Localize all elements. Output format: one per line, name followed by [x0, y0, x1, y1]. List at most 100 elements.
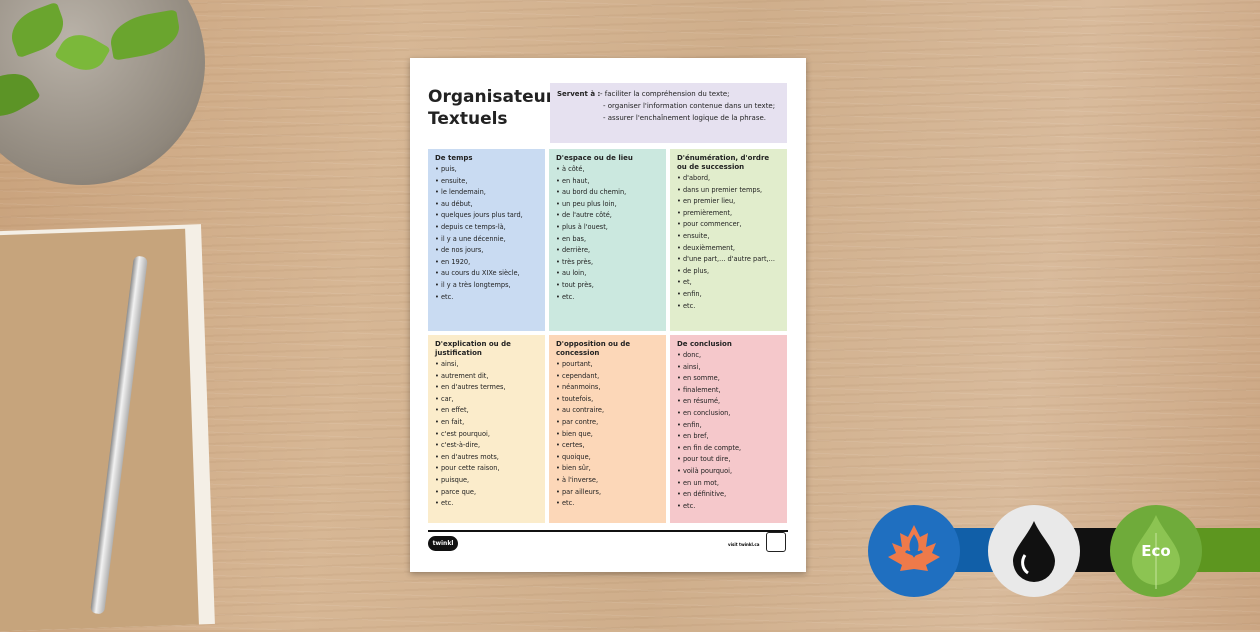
connector-item: • en d'autres termes, — [435, 382, 538, 394]
connector-item: • voilà pourquoi, — [677, 466, 780, 478]
connector-item: • puis, — [435, 164, 538, 176]
connector-text: bien que, — [562, 429, 593, 438]
bullet-icon: • — [677, 432, 683, 441]
connector-item: • en effet, — [435, 405, 538, 417]
bullet-icon: • — [556, 487, 562, 496]
eco-label: Eco — [1141, 542, 1171, 560]
category-box: D'énumération, d'ordre ou de succession •… — [670, 149, 787, 331]
connector-item: • enfin, — [677, 420, 780, 432]
connector-text: enfin, — [683, 289, 702, 298]
connector-text: il y a très longtemps, — [441, 280, 511, 289]
connector-item: • en fait, — [435, 417, 538, 429]
connector-item: • à côté, — [556, 164, 659, 176]
visit-link: visit twinkl.ca — [728, 542, 760, 547]
bullet-icon: • — [677, 478, 683, 487]
connector-item: • en un mot, — [677, 478, 780, 490]
connector-text: ainsi, — [683, 362, 701, 371]
bullet-icon: • — [556, 234, 562, 243]
footer-divider — [428, 530, 788, 532]
connector-item: • ainsi, — [677, 362, 780, 374]
connector-item: • c'est-à-dire, — [435, 440, 538, 452]
connector-text: donc, — [683, 351, 702, 359]
connector-text: en 1920, — [441, 257, 471, 266]
bullet-icon: • — [556, 371, 562, 380]
bullet-icon: • — [677, 231, 683, 240]
connector-text: de plus, — [683, 266, 710, 275]
bullet-icon: • — [677, 443, 683, 452]
connector-text: derrière, — [562, 246, 591, 255]
quebec-maple-badge — [868, 505, 960, 597]
connector-text: pourtant, — [562, 360, 593, 368]
connector-text: puis, — [441, 165, 457, 173]
connector-item: • toutefois, — [556, 394, 659, 406]
connector-text: pour tout dire, — [683, 455, 731, 464]
connector-item: • au contraire, — [556, 405, 659, 417]
connector-item: • en bref, — [677, 431, 780, 443]
bullet-icon: • — [435, 452, 441, 461]
bullet-icon: • — [677, 301, 683, 310]
connector-item: • quelques jours plus tard, — [435, 210, 538, 222]
connector-text: en bas, — [562, 234, 587, 243]
ink-badge — [988, 505, 1080, 597]
connector-item: • bien que, — [556, 429, 659, 441]
connector-list: • ainsi, • autrement dit, • en d'autres te… — [435, 359, 538, 510]
connector-item: • d'abord, — [677, 173, 780, 185]
connector-text: plus à l'ouest, — [562, 222, 608, 231]
connector-item: • en conclusion, — [677, 408, 780, 420]
connector-item: • quoique, — [556, 452, 659, 464]
connector-item: • au bord du chemin, — [556, 187, 659, 199]
bullet-icon: • — [677, 289, 683, 298]
connector-item: • néanmoins, — [556, 382, 659, 394]
connector-item: • en fin de compte, — [677, 443, 780, 455]
connector-text: certes, — [562, 441, 585, 450]
connector-text: car, — [441, 394, 454, 403]
bullet-icon: • — [677, 385, 683, 394]
purpose-item: - organiser l'information contenue dans … — [603, 102, 776, 110]
connector-item: • donc, — [677, 350, 780, 362]
twinkl-logo: twinkl — [428, 536, 458, 551]
connector-text: très près, — [562, 257, 594, 266]
category-heading: De temps — [435, 154, 473, 162]
connector-item: • car, — [435, 394, 538, 406]
bullet-icon: • — [435, 371, 441, 380]
connector-text: d'abord, — [683, 174, 711, 182]
connector-item: • pourtant, — [556, 359, 659, 371]
bullet-icon: • — [556, 429, 562, 438]
bullet-icon: • — [435, 360, 441, 368]
bullet-icon: • — [556, 222, 562, 231]
connector-item: • il y a une décennie, — [435, 234, 538, 246]
bullet-icon: • — [435, 475, 441, 484]
connector-text: au loin, — [562, 269, 587, 278]
bullet-icon: • — [677, 266, 683, 275]
bullet-icon: • — [435, 292, 441, 301]
connector-item: • etc. — [556, 498, 659, 510]
connector-text: etc. — [683, 501, 696, 510]
bullet-icon: • — [677, 208, 683, 217]
connector-item: • en résumé, — [677, 396, 780, 408]
connector-text: autrement dit, — [441, 371, 489, 380]
purpose-items: - faciliter la compréhension du texte; - … — [600, 88, 775, 124]
connector-item: • un peu plus loin, — [556, 199, 659, 211]
purpose-item: - faciliter la compréhension du texte; — [600, 90, 730, 98]
poster: Organisateurs Textuels Servent à : - fac… — [410, 58, 806, 572]
bullet-icon: • — [435, 464, 441, 473]
category-box: D'espace ou de lieu • à côté, • en haut, • … — [549, 149, 666, 331]
connector-text: voilà pourquoi, — [683, 466, 733, 475]
category-box: D'opposition ou de concession • pourtant,… — [549, 335, 666, 523]
connector-list: • donc, • ainsi, • en somme, • finalement, •… — [677, 350, 780, 512]
connector-text: en somme, — [683, 374, 720, 383]
title-line: Organisateurs — [428, 87, 565, 107]
connector-item: • au début, — [435, 199, 538, 211]
connector-text: depuis ce temps-là, — [441, 222, 506, 231]
bullet-icon: • — [435, 394, 441, 403]
bullet-icon: • — [435, 176, 441, 185]
connector-item: • finalement, — [677, 385, 780, 397]
bullet-icon: • — [556, 292, 562, 301]
connector-text: deuxièmement, — [683, 243, 736, 252]
connector-item: • ensuite, — [677, 231, 780, 243]
leaf-drop-icon — [1132, 515, 1180, 589]
category-heading: De conclusion — [677, 340, 732, 348]
connector-item: • puisque, — [435, 475, 538, 487]
connector-text: d'une part,... d'autre part,... — [683, 255, 775, 264]
connector-item: • de plus, — [677, 266, 780, 278]
